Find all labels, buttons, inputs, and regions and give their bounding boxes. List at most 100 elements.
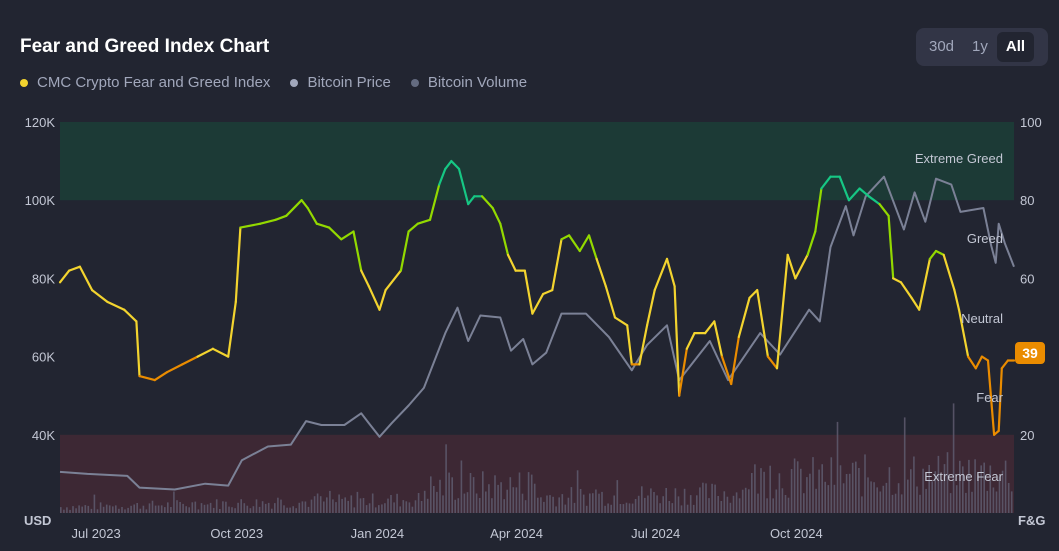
volume-bar [219,509,221,513]
fear-greed-segment [541,289,554,296]
y-right-tick-label: 20 [1020,428,1034,443]
volume-bar [521,493,524,513]
volume-bar [790,469,793,513]
fear-greed-segment [428,183,441,221]
legend-item-bitcoin-volume[interactable]: Bitcoin Volume [410,74,527,91]
volume-bar [157,505,160,513]
volume-bar [592,493,594,513]
volume-bar [864,454,866,513]
volume-bar [75,508,77,513]
range-1y-button[interactable]: 1y [972,38,988,55]
zone-label: Neutral [961,311,1003,326]
range-all-button[interactable]: All [996,32,1035,62]
fear-greed-segment [315,222,331,229]
volume-bar [962,466,964,513]
fear-greed-segment [899,281,913,299]
fear-greed-segment [918,257,932,311]
volume-bar [396,493,398,513]
fear-greed-segment [604,285,617,319]
volume-bar [338,494,340,513]
volume-bar [368,503,371,513]
legend-dot [410,78,419,87]
volume-bar [1007,483,1010,513]
volume-bar [237,502,239,513]
volume-bar [530,474,533,513]
volume-bar [714,484,716,513]
fear-greed-segment [467,195,476,206]
fear-greed-segment [966,355,977,370]
volume-bar [191,502,194,513]
volume-bar [955,485,958,513]
volume-bar [160,505,163,513]
legend-item-fear-greed[interactable]: CMC Crypto Fear and Greed Index [20,74,270,91]
volume-bar [971,491,973,513]
volume-bar [105,504,108,513]
extreme-greed-zone [60,122,1014,201]
volume-bar [478,498,481,513]
volume-bar [613,495,615,513]
volume-bar [112,506,114,513]
volume-bar [118,508,120,513]
volume-bar [445,444,447,513]
volume-bar [607,503,609,513]
fear-greed-segment [360,269,370,288]
legend-item-bitcoin-price[interactable]: Bitcoin Price [290,74,391,91]
fear-greed-segment [560,234,571,241]
volume-bar [986,490,989,513]
fear-greed-segment [138,375,156,382]
volume-bar [326,497,328,513]
y-right-unit-label: F&G [1018,513,1045,528]
volume-bar [274,503,276,513]
fear-greed-segment [306,206,318,225]
volume-bar [903,417,906,513]
volume-bar [267,502,270,513]
volume-bar [518,472,521,513]
volume-bar [760,468,762,513]
volume-bar [809,473,811,513]
chart-legend: CMC Crypto Fear and Greed Index Bitcoin … [20,74,547,91]
fear-greed-segment [234,226,242,303]
volume-bar [900,494,903,513]
volume-bar [959,460,961,513]
volume-bar [796,461,799,513]
volume-bar [124,509,126,513]
fear-greed-segment [942,253,956,292]
volume-bar [977,475,979,513]
volume-bar [1010,491,1013,513]
volume-bar [885,482,888,513]
volume-bar [637,495,640,513]
volume-bar [451,477,453,513]
fear-greed-segment [737,296,751,339]
volume-bar [741,489,744,513]
volume-bar [469,473,472,513]
volume-bar [653,492,655,513]
volume-bar [485,491,487,513]
volume-bar [842,483,845,513]
fear-greed-segment [858,187,870,198]
volume-bar [540,497,542,513]
volume-bar [402,500,405,513]
fear-greed-segment [285,199,303,217]
volume-bar [411,506,414,513]
volume-bar [378,505,380,513]
fear-greed-segment [730,335,740,386]
fear-greed-segment [578,234,591,253]
volume-bar [946,452,949,513]
fear-greed-segment [786,253,797,280]
fear-greed-segment [775,253,789,370]
fear-greed-segment [685,332,696,350]
fear-greed-segment [340,230,355,241]
volume-bar [509,477,512,513]
volume-bar [576,470,579,513]
volume-bar [656,495,658,513]
volume-bar [87,505,90,513]
range-30d-button[interactable]: 30d [929,38,955,55]
volume-bar [692,504,695,513]
volume-bar [133,504,135,513]
volume-bar [292,506,294,513]
volume-bar [454,499,456,513]
volume-bar [573,502,576,513]
current-value-badge [1015,342,1045,364]
bitcoin-price-line [59,175,1015,491]
